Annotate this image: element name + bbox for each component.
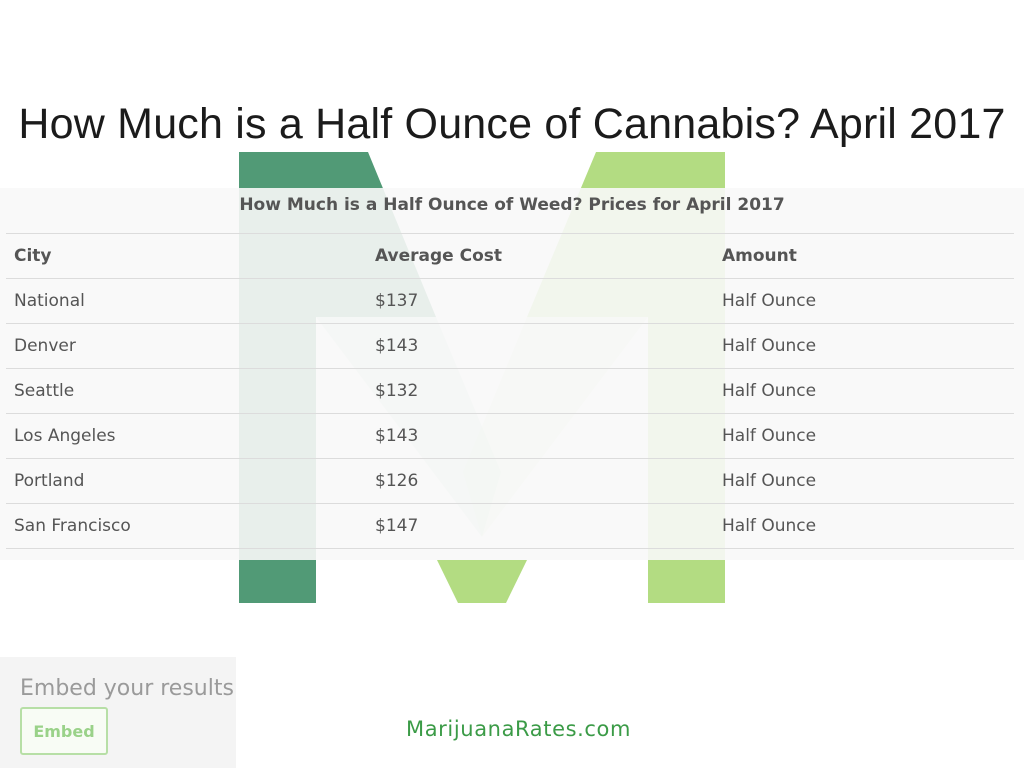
column-header-amount: Amount — [714, 233, 1014, 279]
table-caption: How Much is a Half Ounce of Weed? Prices… — [239, 195, 785, 215]
average-cost-cell: $143 — [367, 323, 714, 369]
average-cost-cell: $147 — [367, 503, 714, 549]
embed-label: Embed your results — [20, 676, 234, 701]
city-cell: Portland — [6, 458, 367, 504]
amount-cell: Half Ounce — [714, 278, 1014, 324]
table-header-row: City Average Cost Amount — [6, 233, 1014, 279]
embed-button[interactable]: Embed — [20, 707, 108, 755]
amount-cell: Half Ounce — [714, 323, 1014, 369]
city-cell: Denver — [6, 323, 367, 369]
amount-cell: Half Ounce — [714, 503, 1014, 549]
column-header-average-cost: Average Cost — [367, 233, 714, 279]
table-row: Denver $143 Half Ounce — [6, 323, 1014, 369]
table-row: Seattle $132 Half Ounce — [6, 368, 1014, 414]
city-cell: Los Angeles — [6, 413, 367, 459]
amount-cell: Half Ounce — [714, 368, 1014, 414]
table-row: Portland $126 Half Ounce — [6, 458, 1014, 504]
column-header-city: City — [6, 233, 367, 279]
logo-bottom-light — [437, 560, 527, 603]
average-cost-cell: $126 — [367, 458, 714, 504]
amount-cell: Half Ounce — [714, 458, 1014, 504]
page-title: How Much is a Half Ounce of Cannabis? Ap… — [18, 100, 1006, 148]
average-cost-cell: $137 — [367, 278, 714, 324]
brand-watermark: MarijuanaRates.com — [406, 717, 632, 741]
table-row: Los Angeles $143 Half Ounce — [6, 413, 1014, 459]
city-cell: Seattle — [6, 368, 367, 414]
amount-cell: Half Ounce — [714, 413, 1014, 459]
average-cost-cell: $143 — [367, 413, 714, 459]
city-cell: National — [6, 278, 367, 324]
table-row: National $137 Half Ounce — [6, 278, 1014, 324]
table-row: San Francisco $147 Half Ounce — [6, 503, 1014, 549]
city-cell: San Francisco — [6, 503, 367, 549]
price-table: City Average Cost Amount National $137 H… — [6, 233, 1014, 549]
average-cost-cell: $132 — [367, 368, 714, 414]
